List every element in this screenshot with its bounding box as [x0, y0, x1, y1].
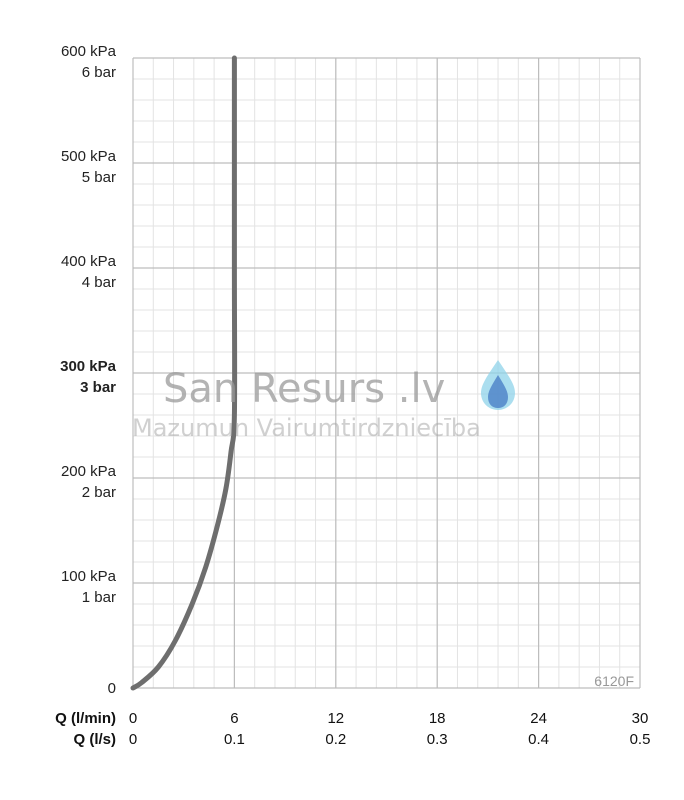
- watermark-title: San Resurs .lv: [163, 366, 445, 412]
- model-label: 6120F: [594, 673, 634, 689]
- x-tick-label-lmin: 24: [530, 710, 547, 727]
- series-group: [130, 55, 238, 691]
- x-tick-label-lmin: 6: [230, 710, 238, 727]
- y-tick-label-bar: 5 bar: [82, 169, 116, 186]
- y-tick-label-kpa: 300 kPa: [60, 358, 117, 375]
- x-tick-label-lmin: 0: [129, 710, 137, 727]
- x-axis-label-ls: Q (l/s): [73, 731, 116, 748]
- x-tick-label-ls: 0.4: [528, 731, 549, 748]
- x-tick-label-ls: 0: [129, 731, 137, 748]
- series-line: [130, 55, 238, 691]
- y-axis-ticks: 600 kPa 6 bar 500 kPa 5 bar 400 kPa 4 bar 300 …: [60, 43, 117, 697]
- x-tick-label-ls: 0.2: [325, 731, 346, 748]
- y-tick-label-bar: 1 bar: [82, 589, 116, 606]
- y-tick-label-kpa: 600 kPa: [61, 43, 117, 60]
- y-tick-label-kpa: 200 kPa: [61, 463, 117, 480]
- y-tick-label-kpa: 500 kPa: [61, 148, 117, 165]
- y-tick-label-bar: 3 bar: [80, 379, 116, 396]
- x-tick-label-ls: 0.1: [224, 731, 245, 748]
- x-tick-label-lmin: 18: [429, 710, 446, 727]
- water-drop-icon: [481, 360, 515, 410]
- watermark: San Resurs .lv Mazumun Vairumtirdzniecīb…: [132, 360, 515, 442]
- y-tick-label-kpa: 0: [108, 680, 116, 697]
- y-tick-label-bar: 6 bar: [82, 64, 116, 81]
- x-axis-ticks: 0 0 6 0.1 12 0.2 18 0.3 24 0.4 30 0.5: [129, 710, 651, 748]
- y-tick-label-kpa: 400 kPa: [61, 253, 117, 270]
- x-tick-label-ls: 0.5: [630, 731, 651, 748]
- major-grid: [132, 57, 641, 689]
- y-tick-label-bar: 2 bar: [82, 484, 116, 501]
- x-tick-label-lmin: 30: [632, 710, 649, 727]
- x-tick-label-lmin: 12: [327, 710, 344, 727]
- y-tick-label-kpa: 100 kPa: [61, 568, 117, 585]
- x-axis-label-lmin: Q (l/min): [55, 710, 116, 727]
- watermark-subtitle: Mazumun Vairumtirdzniecība: [132, 414, 481, 442]
- y-tick-label-bar: 4 bar: [82, 274, 116, 291]
- x-tick-label-ls: 0.3: [427, 731, 448, 748]
